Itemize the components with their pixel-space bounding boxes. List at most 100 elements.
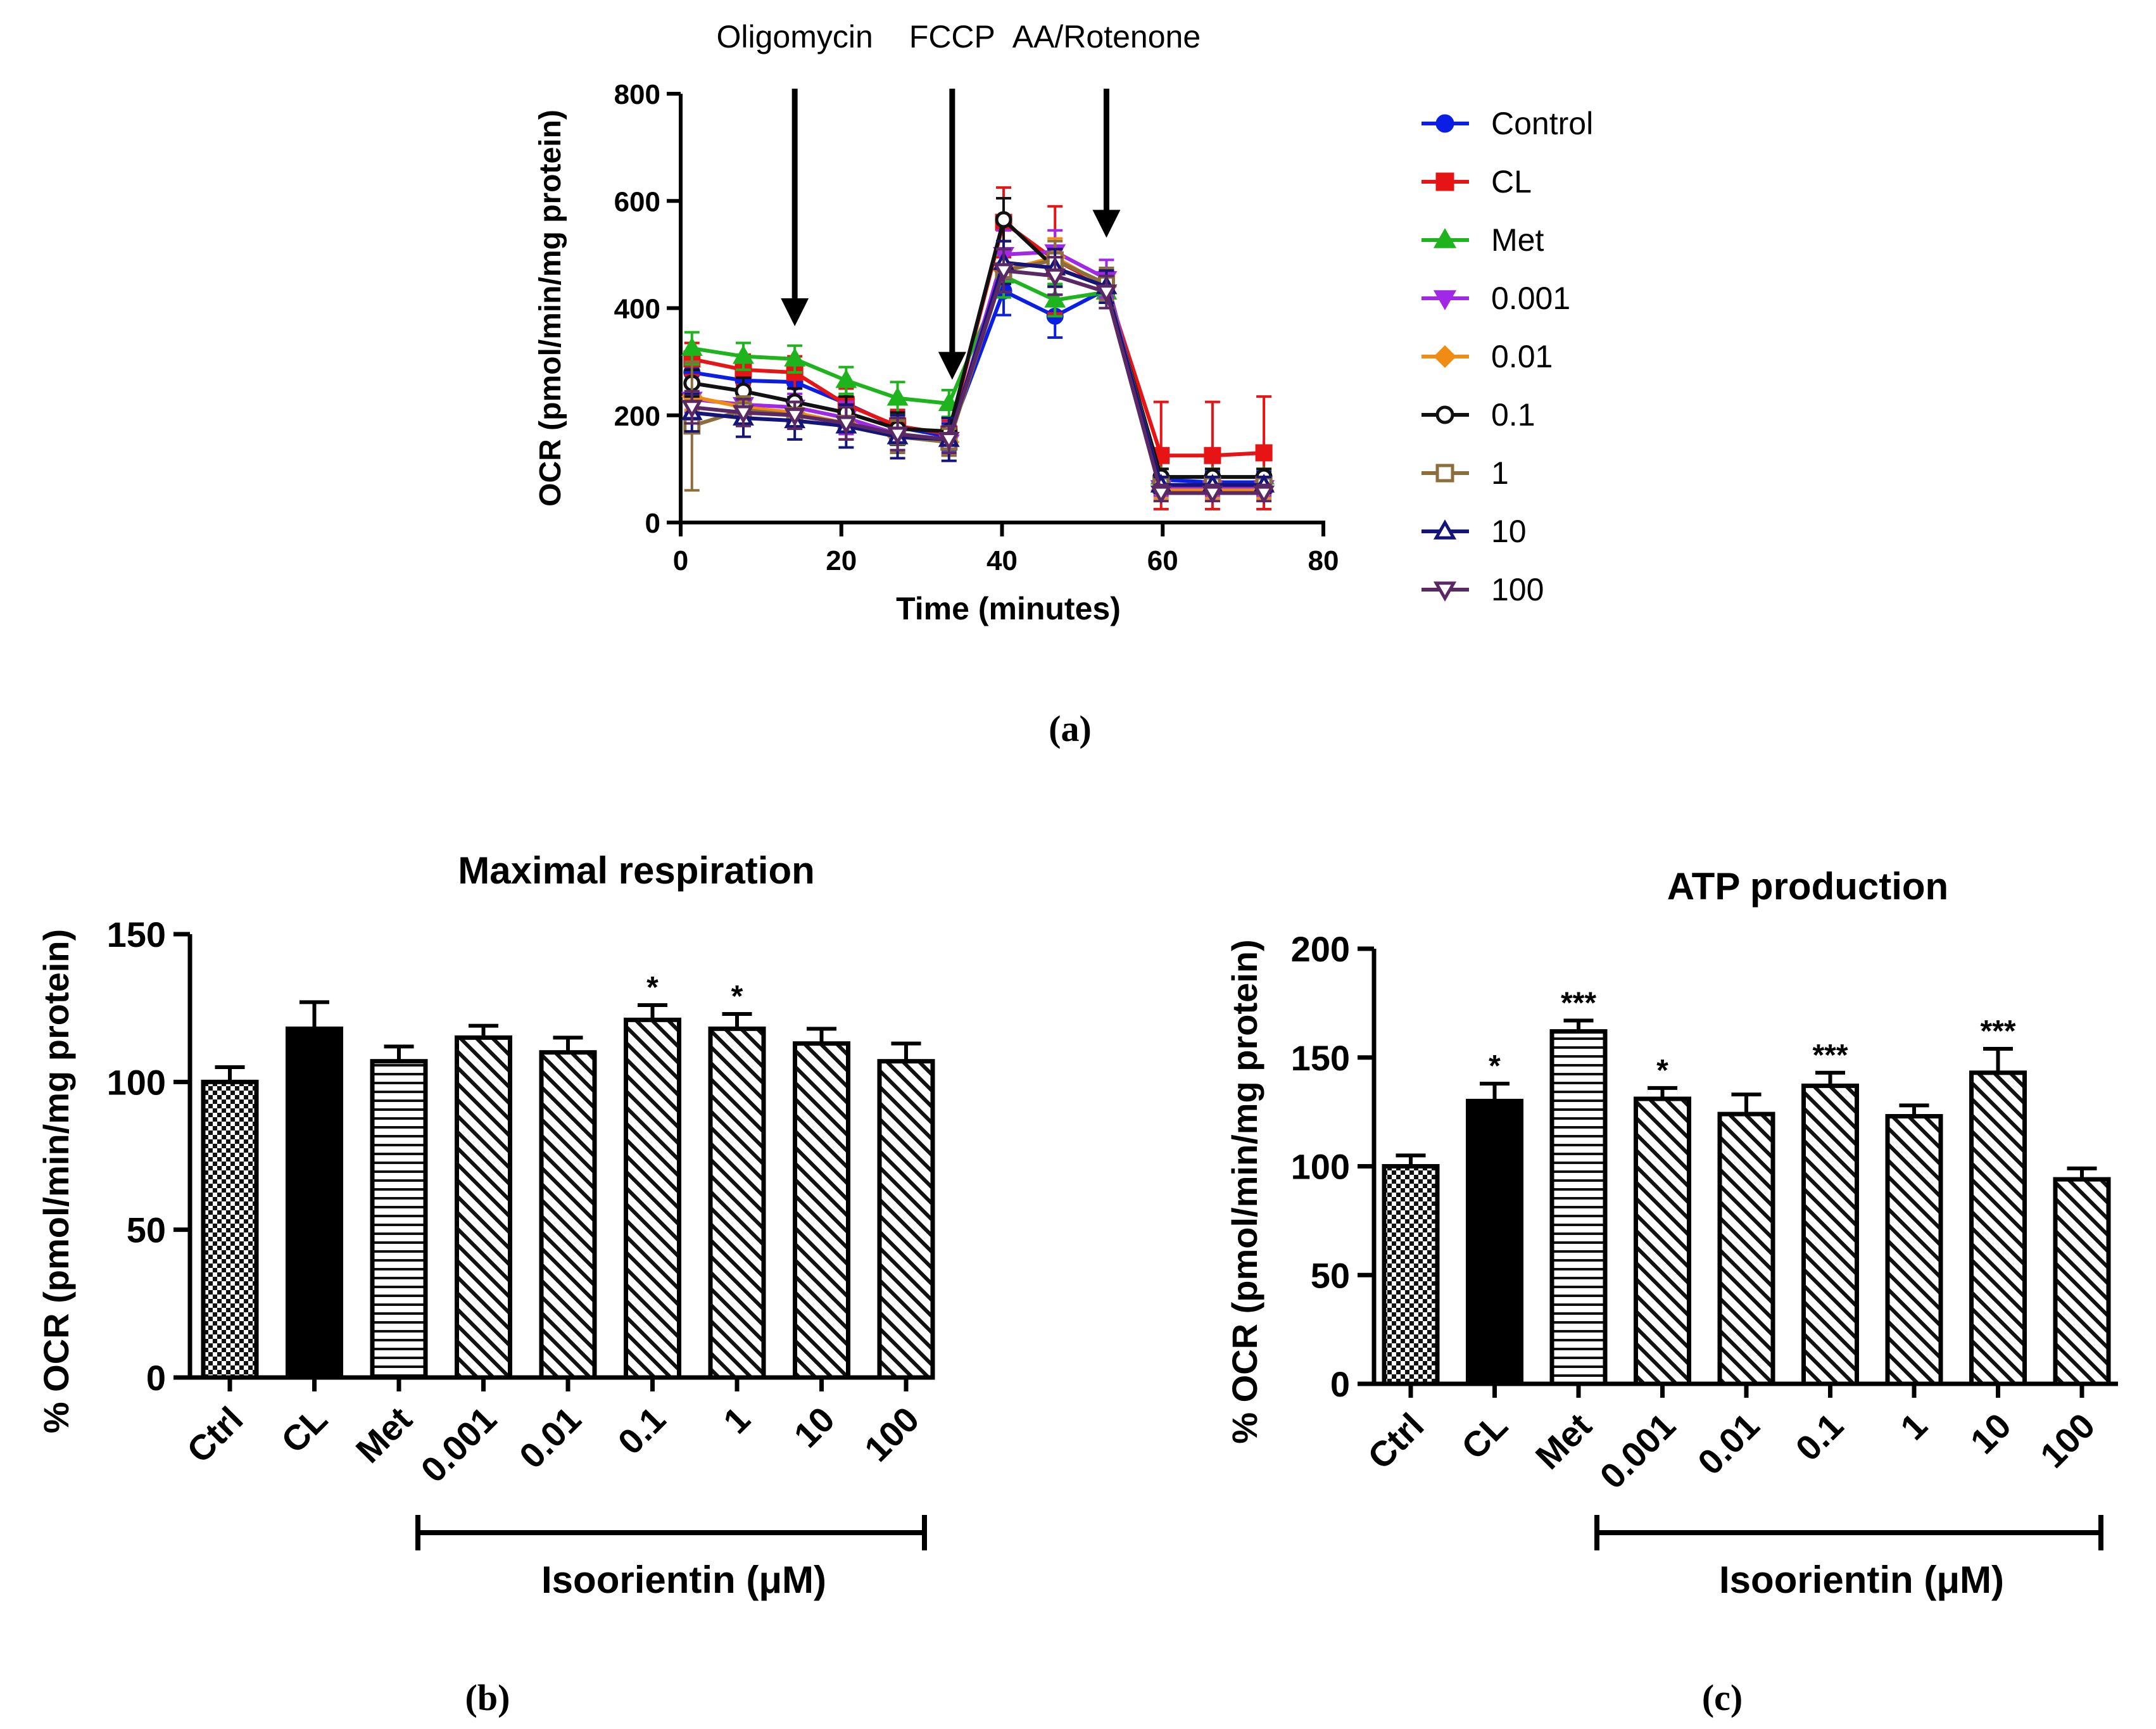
chart-title: ATP production [1667,865,1948,908]
y-tick-label: 200 [614,401,660,432]
legend-marker [1435,114,1454,133]
legend-label: 100 [1491,572,1544,607]
legend-label: 1 [1491,455,1509,491]
y-axis-title: % OCR (pmol/min/mg protein) [36,929,76,1433]
bar-group-1: 1* [708,980,766,1441]
x-tick-label: 100 [2033,1405,2103,1476]
panel-label-c: (c) [1702,1677,1743,1718]
isoorientin-bracket: Isoorientin (μM) [1594,1515,2103,1601]
significance-label: *** [1980,1015,2015,1048]
legend-label: 0.1 [1491,397,1535,433]
bar [2053,1177,2111,1386]
legend-label: Control [1491,106,1593,141]
legend-item-0.1: 0.1 [1422,397,1535,433]
bar [793,1041,850,1380]
chart-title: Maximal respiration [458,849,815,892]
legend-label: CL [1491,164,1532,200]
data-point [995,211,1012,229]
data-point [784,407,806,427]
y-tick-label: 50 [1311,1255,1350,1295]
data-point [886,426,909,446]
series-line [691,286,1264,484]
data-point [1044,289,1066,308]
y-axis-title: OCR (pmol/min/mg protein) [534,110,567,507]
series-100 [681,248,1275,505]
series-line [691,269,1264,495]
bar [1382,1164,1440,1386]
series-line [691,273,1264,479]
legend-item-100: 100 [1422,572,1544,607]
annotation-arrow-head [938,352,966,380]
data-point [1253,485,1275,505]
series-line [691,216,1264,479]
bar [1969,1070,2027,1386]
legend-marker [1433,228,1457,248]
significance-label: * [731,980,743,1013]
data-point [1204,446,1221,464]
y-tick-label: 200 [1291,929,1350,969]
legend-label: Met [1491,222,1544,258]
panel-a-line-chart: 0 200 400 600 800 0 20 40 60 80 Time (minutes) OCR … [534,19,1593,626]
annotation-arrow-head [781,298,809,327]
x-tick-label: 40 [987,545,1018,576]
bar-group-0.01: 0.01 [512,1036,597,1476]
legend-marker [1434,345,1456,368]
y-tick-label: 0 [1330,1364,1350,1404]
legend: Control CL Met 0.001 0.01 0.1 1 10 100 [1422,106,1593,607]
x-tick-label: 0.01 [512,1399,589,1476]
bar-group-0.1: 0.1 * [610,971,681,1462]
bar [1466,1098,1523,1386]
bar [1549,1029,1608,1386]
legend-marker [1433,519,1457,540]
y-tick-label: 800 [614,79,660,110]
significance-label: *** [1561,986,1596,1020]
x-tick-label: CL [274,1399,335,1460]
annotation-label: Oligomycin [717,19,873,54]
bar [455,1035,512,1380]
bar-group-0.01: 0.01 [1690,1092,1775,1483]
bar-group-CL: CL * [1454,1049,1523,1467]
x-tick-label: 20 [826,545,857,576]
x-tick-label: Ctrl [1360,1405,1432,1477]
legend-item-10: 10 [1422,514,1527,549]
significance-label: *** [1812,1039,1848,1072]
x-tick-label: 0.1 [1787,1405,1851,1469]
y-axis-title: % OCR (pmol/min/mg protein) [1225,939,1264,1443]
panel-label-a: (a) [1049,708,1092,749]
x-tick-label: 10 [1962,1405,2019,1462]
x-tick-label: 100 [857,1399,927,1469]
y-tick-label: 400 [614,294,660,325]
x-tick-label: 10 [786,1399,842,1455]
data-point [1201,485,1223,505]
legend-marker [1435,464,1454,483]
bar-group-100: 100 [857,1041,935,1469]
legend-item-0.01: 0.01 [1422,339,1553,374]
data-point [1150,485,1172,505]
bar-group-1: 1 [1885,1103,1943,1448]
bar-group-Met: Met *** [1528,986,1608,1477]
panel-b-bar-chart: 0 50 100 150 Maximal respiration % OCR (pmol/… [36,849,935,1601]
data-point [1044,268,1066,288]
legend-marker [1435,172,1454,191]
significance-label: * [646,971,659,1004]
legend-marker [1433,581,1457,602]
bar [286,1026,343,1380]
data-point [784,348,806,367]
data-point [681,337,703,356]
y-tick-label: 600 [614,186,660,217]
legend-label: 10 [1491,514,1527,549]
x-tick-label: Ctrl [179,1399,251,1471]
x-tick-label: Met [348,1399,420,1471]
y-tick-label: 100 [1291,1147,1350,1187]
legend-label: 0.001 [1491,281,1570,316]
bracket-label: Isoorientin (μM) [541,1559,826,1601]
annotation-label: FCCP [909,19,995,54]
x-tick-label: 0 [673,545,688,576]
data-point [1255,444,1273,462]
data-point [886,387,909,406]
data-point [732,345,754,364]
bar-group-Met: Met [348,1044,428,1471]
x-tick-label: 60 [1147,545,1178,576]
bar [1717,1112,1775,1386]
annotation-FCCP: FCCP [909,19,995,380]
